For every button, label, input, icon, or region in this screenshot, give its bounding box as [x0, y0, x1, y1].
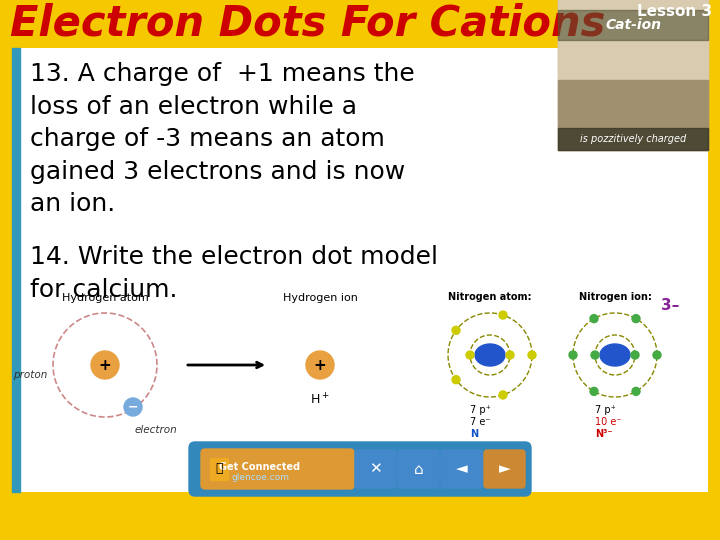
Circle shape	[569, 351, 577, 359]
Text: H$^+$: H$^+$	[310, 392, 330, 407]
Circle shape	[590, 387, 598, 395]
Ellipse shape	[475, 344, 505, 366]
Circle shape	[452, 326, 460, 334]
Circle shape	[653, 351, 661, 359]
Text: Nitrogen ion:: Nitrogen ion:	[579, 292, 652, 302]
Text: is pozzitively charged: is pozzitively charged	[580, 134, 686, 144]
Text: 7 e⁻: 7 e⁻	[470, 417, 490, 427]
Circle shape	[506, 351, 514, 359]
FancyBboxPatch shape	[355, 450, 396, 488]
Circle shape	[124, 398, 142, 416]
Bar	[558, 0, 708, 150]
FancyBboxPatch shape	[484, 450, 525, 488]
Text: 7 p⁺: 7 p⁺	[595, 405, 616, 415]
Text: ✕: ✕	[369, 462, 382, 476]
Text: Hydrogen ion: Hydrogen ion	[282, 293, 357, 303]
Circle shape	[452, 376, 460, 384]
Bar	[12, 48, 708, 492]
Circle shape	[528, 351, 536, 359]
Bar	[558, 128, 708, 150]
Text: Get Connected: Get Connected	[220, 462, 300, 472]
Text: Hydrogen atom: Hydrogen atom	[62, 293, 148, 303]
Circle shape	[631, 351, 639, 359]
Circle shape	[590, 315, 598, 322]
Text: N: N	[470, 429, 478, 439]
Text: proton: proton	[13, 370, 47, 380]
FancyBboxPatch shape	[441, 450, 482, 488]
Text: N³⁻: N³⁻	[595, 429, 613, 439]
Text: ►: ►	[499, 462, 510, 476]
Text: ⌂: ⌂	[414, 462, 423, 476]
Bar	[558, 80, 708, 150]
Text: 📱: 📱	[215, 462, 222, 476]
Bar	[12, 48, 20, 492]
Bar	[558, 0, 708, 80]
Text: Nitrogen atom:: Nitrogen atom:	[449, 292, 532, 302]
Bar	[210, 458, 228, 480]
FancyBboxPatch shape	[189, 442, 531, 496]
Text: 10 e⁻: 10 e⁻	[595, 417, 621, 427]
Text: ◄: ◄	[456, 462, 467, 476]
Circle shape	[499, 391, 507, 399]
Circle shape	[632, 387, 640, 395]
Circle shape	[499, 311, 507, 319]
Bar	[0, 0, 720, 48]
Circle shape	[466, 351, 474, 359]
Circle shape	[306, 351, 334, 379]
Text: glencoe.com: glencoe.com	[231, 472, 289, 482]
FancyBboxPatch shape	[201, 449, 354, 489]
Bar	[558, 10, 708, 40]
Circle shape	[591, 351, 599, 359]
Text: +: +	[99, 357, 112, 373]
Text: 13. A charge of  +1 means the
loss of an electron while a
charge of -3 means an : 13. A charge of +1 means the loss of an …	[30, 62, 415, 216]
Text: −: −	[127, 401, 138, 414]
Text: Cat-ion: Cat-ion	[605, 18, 661, 32]
Circle shape	[632, 315, 640, 322]
FancyBboxPatch shape	[398, 450, 439, 488]
Text: Electron Dots For Cations: Electron Dots For Cations	[10, 3, 606, 45]
Text: 3–: 3–	[661, 298, 680, 313]
Text: +: +	[314, 357, 326, 373]
Text: Lesson 3: Lesson 3	[637, 4, 712, 19]
Text: 7 p⁺: 7 p⁺	[470, 405, 491, 415]
Circle shape	[91, 351, 119, 379]
Ellipse shape	[600, 344, 630, 366]
Text: electron: electron	[135, 425, 178, 435]
Text: 14. Write the electron dot model
for calcium.: 14. Write the electron dot model for cal…	[30, 245, 438, 301]
